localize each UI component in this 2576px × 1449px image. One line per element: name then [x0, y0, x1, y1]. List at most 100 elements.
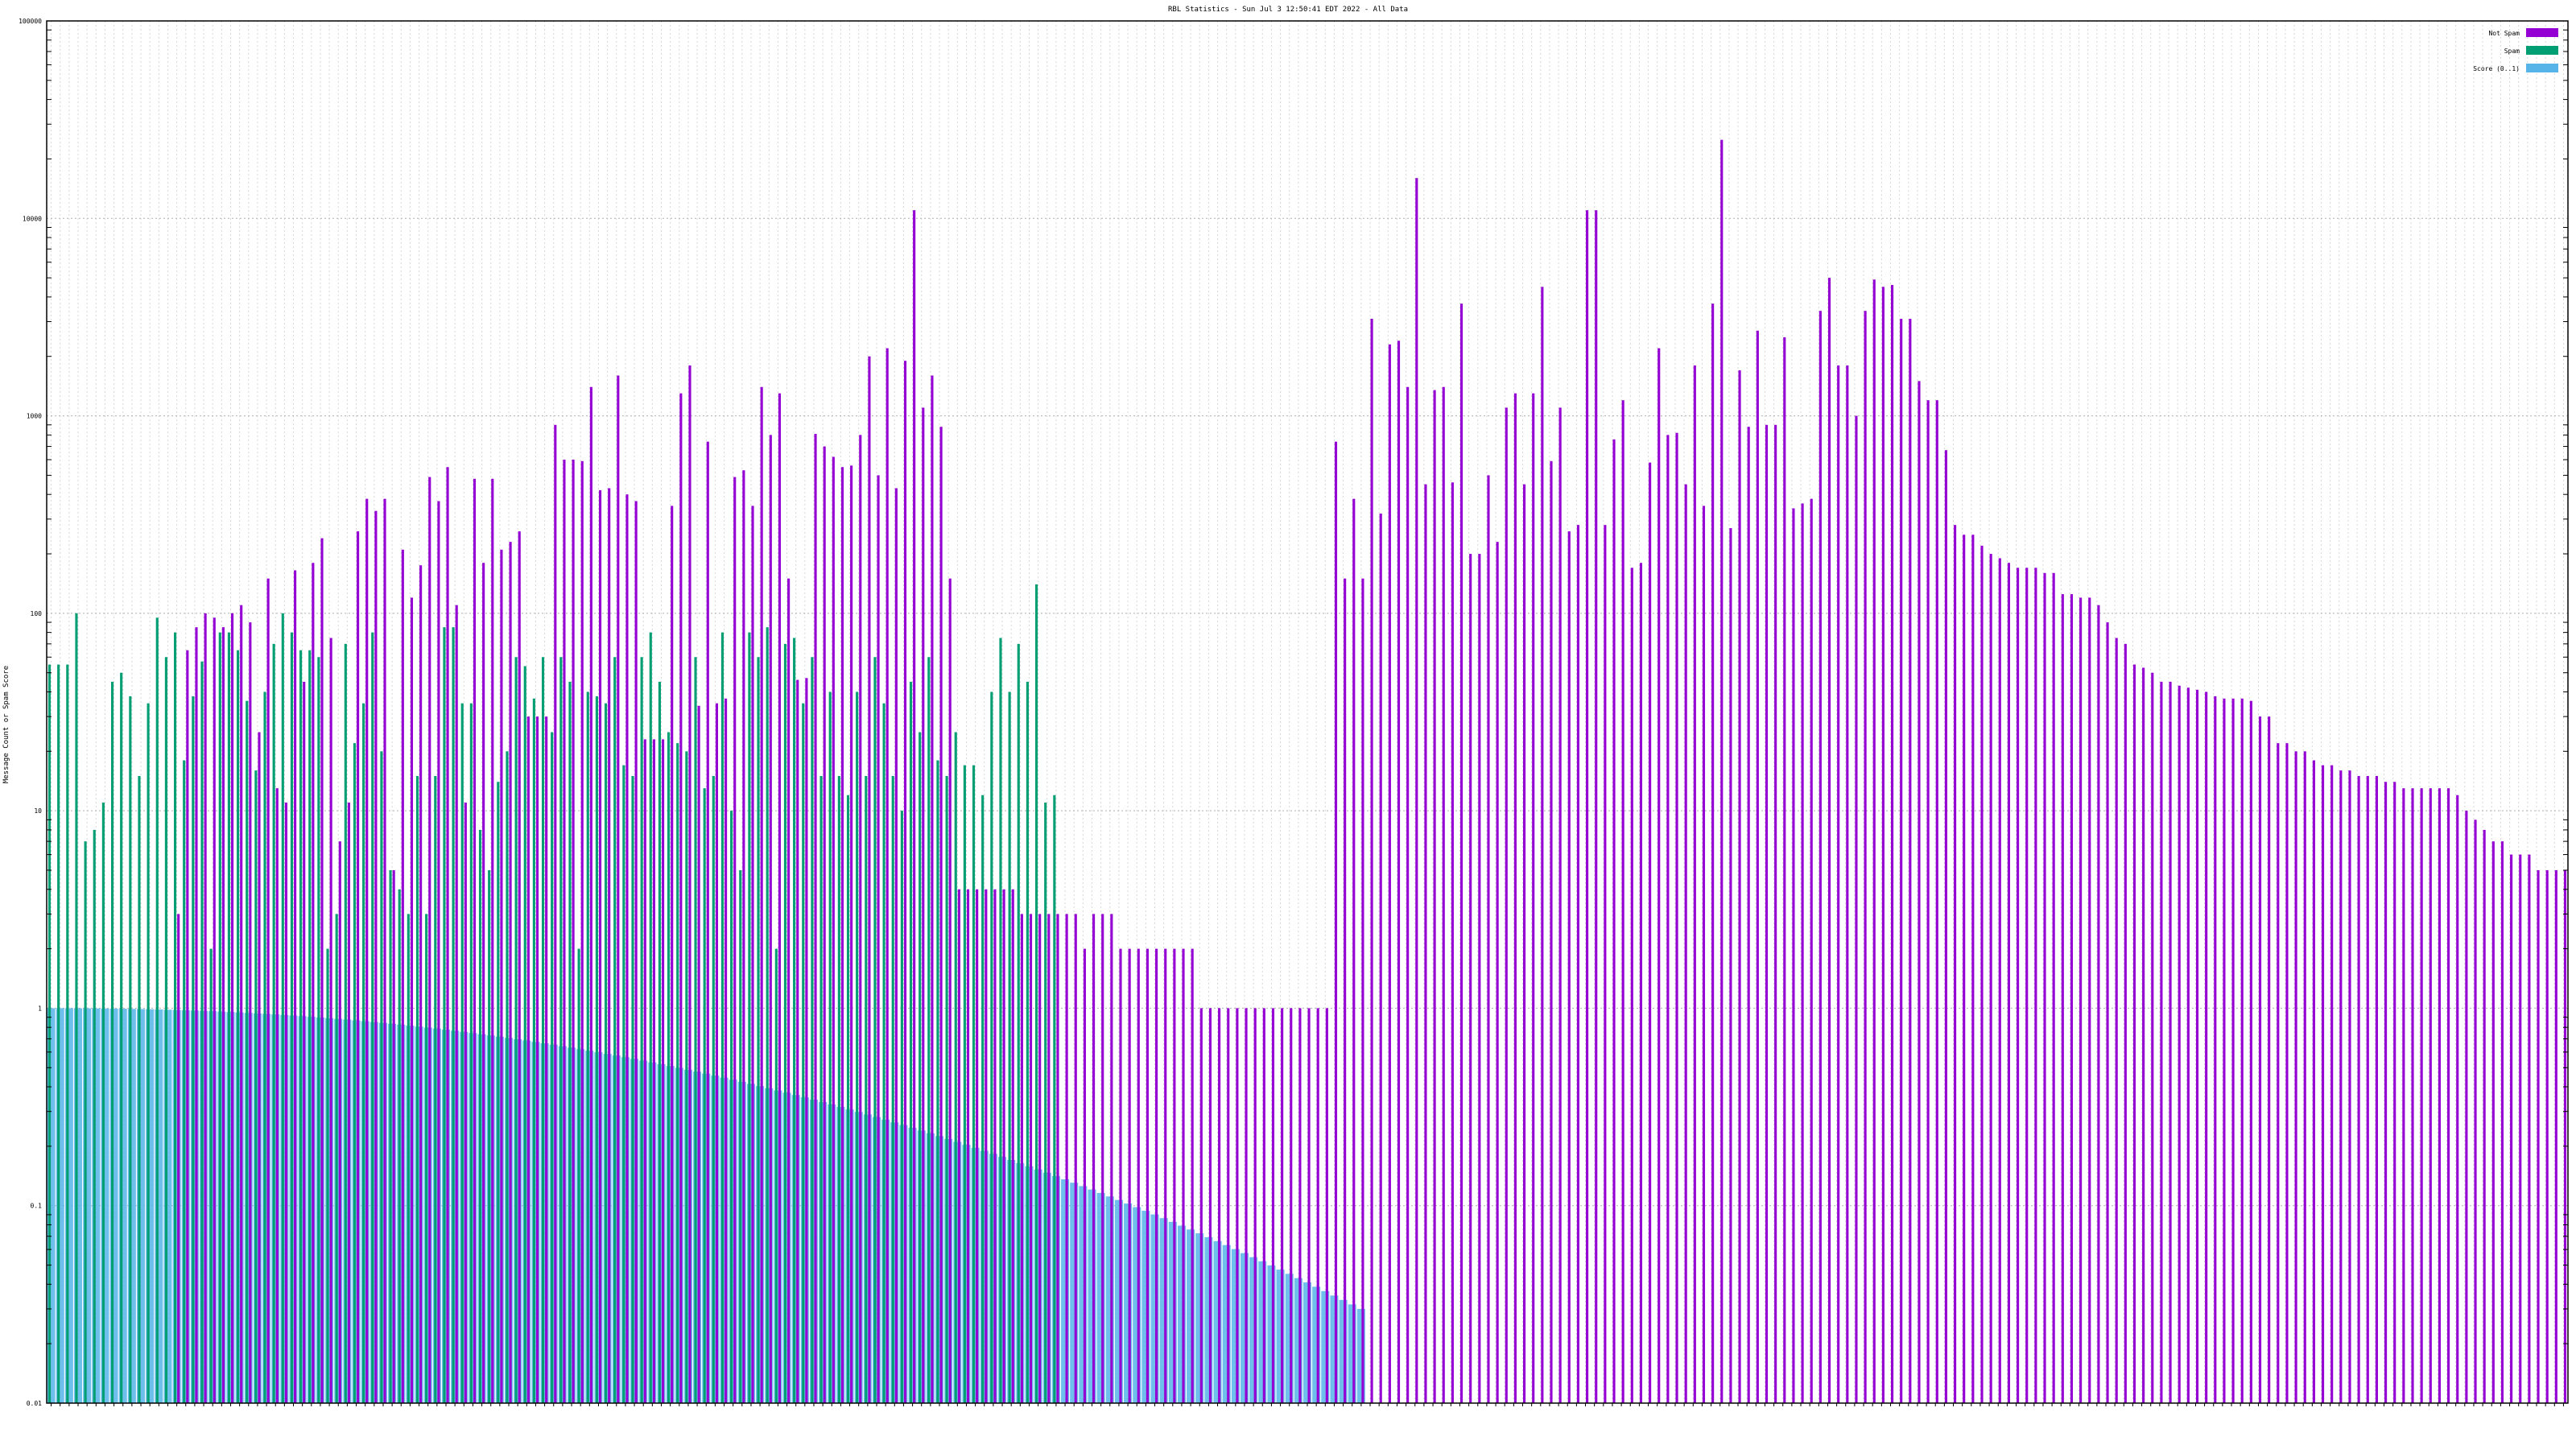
score-bar [1285, 1274, 1294, 1403]
not-spam-bar [2070, 594, 2074, 1403]
score-bar [702, 1073, 711, 1403]
spam-bar [739, 869, 742, 1403]
not-spam-bar [2214, 696, 2217, 1403]
not-spam-bar [2052, 572, 2055, 1403]
score-bar [1079, 1186, 1088, 1403]
not-spam-bar [643, 739, 646, 1403]
score-bar [486, 1035, 495, 1403]
spam-bar [57, 664, 60, 1403]
not-spam-bar [312, 563, 315, 1403]
not-spam-bar [589, 386, 592, 1404]
spam-bar [783, 643, 787, 1403]
score-bar [1187, 1229, 1195, 1403]
not-spam-bar [679, 393, 683, 1403]
not-spam-bar [1245, 1008, 1248, 1403]
not-spam-bar [2330, 765, 2334, 1403]
score-bar [1025, 1166, 1034, 1403]
score-bar [612, 1055, 621, 1403]
spam-bar [155, 617, 159, 1403]
score-bar [109, 1008, 118, 1403]
score-bar [917, 1130, 926, 1403]
not-spam-bar [1316, 1008, 1319, 1403]
not-spam-bar [2420, 788, 2423, 1403]
spam-bar [559, 657, 563, 1403]
spam-bar [497, 782, 500, 1403]
score-bar [1042, 1172, 1051, 1403]
score-bar [828, 1104, 836, 1403]
not-spam-bar [2429, 788, 2432, 1403]
not-spam-bar [2169, 681, 2172, 1403]
spam-bar [981, 795, 985, 1403]
not-spam-bar [1738, 370, 1741, 1403]
score-bar [800, 1097, 809, 1403]
score-bar [675, 1067, 683, 1403]
spam-bar [909, 681, 913, 1403]
score-bar [1195, 1233, 1204, 1403]
score-bar [872, 1117, 881, 1403]
not-spam-bar [2438, 788, 2442, 1403]
score-bar [908, 1127, 917, 1403]
score-bar [1249, 1257, 1258, 1403]
not-spam-bar [778, 393, 782, 1403]
not-spam-bar [1693, 365, 1696, 1403]
not-spam-bar [1756, 330, 1759, 1404]
not-spam-bar [2061, 594, 2064, 1403]
not-spam-bar [2142, 667, 2145, 1403]
score-bar [1258, 1261, 1267, 1403]
spam-bar [192, 696, 195, 1403]
not-spam-bar [733, 477, 737, 1403]
not-spam-bar [419, 565, 423, 1403]
score-bar [962, 1145, 971, 1403]
not-spam-bar [1980, 545, 1984, 1403]
y-tick-label: 100000 [19, 18, 42, 25]
spam-bar [452, 627, 455, 1403]
score-bar [1339, 1299, 1348, 1403]
not-spam-bar [1459, 303, 1463, 1403]
not-spam-bar [1926, 400, 1930, 1403]
score-bar [980, 1150, 989, 1403]
not-spam-bar [1639, 563, 1643, 1403]
score-bar [1177, 1225, 1186, 1403]
score-bar [657, 1063, 666, 1403]
not-spam-bar [1576, 525, 1579, 1403]
not-spam-bar [2554, 869, 2557, 1403]
score-bar [603, 1054, 612, 1403]
score-bar [1276, 1269, 1285, 1403]
score-bar [226, 1012, 235, 1403]
not-spam-bar [985, 889, 988, 1403]
score-bar [1294, 1278, 1302, 1403]
axes: 0.01 0.1 1 10 100 1000 10000 100000 [19, 18, 2569, 1407]
spam-bar [147, 703, 150, 1403]
not-spam-bar [2106, 622, 2109, 1403]
spam-bar [120, 672, 123, 1403]
not-spam-bar [1029, 914, 1033, 1403]
not-spam-bar [957, 889, 960, 1403]
not-spam-bar [1827, 278, 1831, 1404]
not-spam-bar [903, 361, 907, 1403]
not-spam-bar [1864, 311, 1867, 1403]
not-spam-bar [1818, 311, 1822, 1403]
not-spam-bar [1002, 889, 1005, 1403]
not-spam-bar [275, 788, 279, 1403]
spam-bar [586, 691, 589, 1403]
score-bar [989, 1154, 997, 1403]
score-bar [639, 1060, 648, 1403]
spam-bar [523, 666, 526, 1403]
spam-bar [138, 775, 141, 1403]
spam-bar [757, 657, 760, 1403]
not-spam-bar [545, 716, 548, 1403]
spam-bar [1017, 643, 1020, 1403]
score-bar [298, 1016, 307, 1403]
not-spam-bar [625, 494, 629, 1403]
not-spam-bar [2357, 775, 2360, 1403]
not-spam-bar [2465, 811, 2468, 1403]
not-spam-bar [1442, 386, 1445, 1404]
score-bar [630, 1059, 639, 1403]
not-spam-bar [428, 477, 431, 1403]
spam-bar [622, 765, 625, 1403]
not-spam-bar [1872, 279, 1876, 1404]
not-spam-bar [840, 467, 844, 1403]
score-bar [361, 1021, 369, 1403]
not-spam-bar [1954, 525, 1957, 1403]
not-spam-bar [2115, 638, 2118, 1403]
